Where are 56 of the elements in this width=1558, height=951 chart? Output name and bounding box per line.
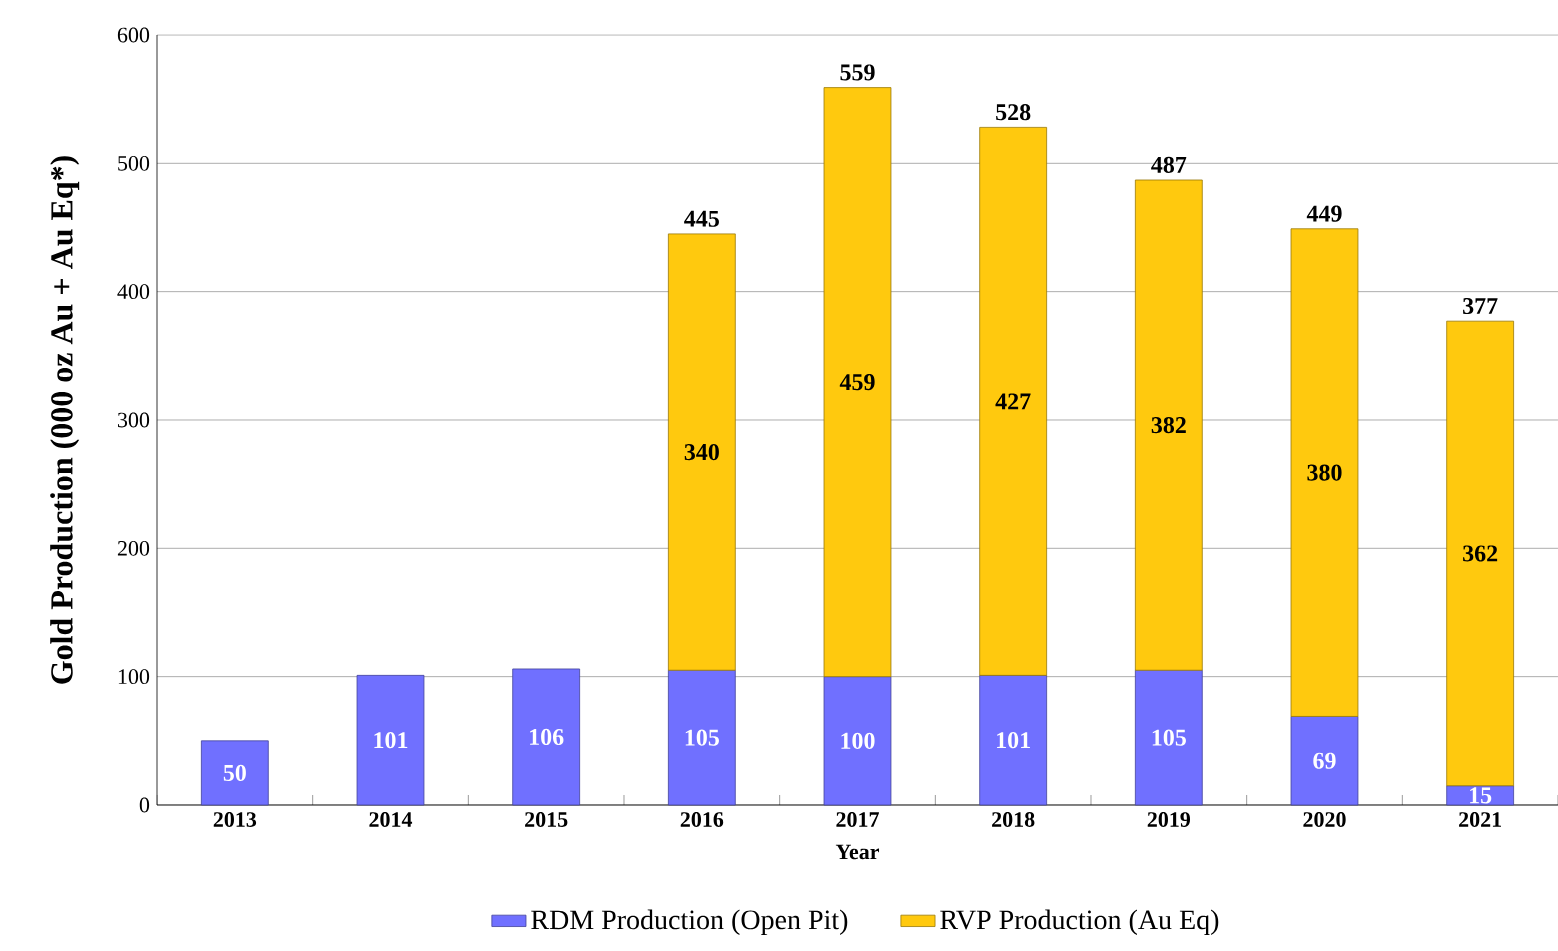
bar [1446,785,1515,806]
data-label: 15 [1470,787,1492,804]
data-label: 105 [685,729,719,746]
bar [823,87,892,678]
bar [1134,179,1203,671]
bar [200,740,269,806]
x-tick-label: 2018 [992,812,1035,827]
data-label: 380 [1307,464,1342,481]
y-tick-label: 500 [118,155,150,171]
data-label: 459 [839,374,875,391]
data-label: 101 [374,732,408,749]
x-tick-label: 2016 [680,812,724,827]
y-tick-label: 600 [117,27,150,43]
y-tick-label: 100 [118,669,150,685]
y-tick-label: 0 [139,797,150,813]
data-label: 105 [1152,729,1186,746]
bar [979,126,1048,676]
y-tick-label: 300 [118,412,150,428]
total-label: 528 [996,104,1031,121]
bar [979,674,1048,806]
bar [823,676,892,806]
data-label: 340 [684,443,719,461]
x-tick-label: 2014 [369,812,413,827]
bar [667,233,736,671]
data-label: 100 [841,732,875,749]
data-label: 362 [1463,545,1498,562]
bar [512,668,581,806]
x-axis-title: Year [835,844,880,860]
data-label: 382 [1151,417,1186,434]
x-tick-label: 2020 [1303,812,1346,827]
bar [1290,716,1359,806]
x-tick-label: 2015 [525,812,568,827]
y-tick-label: 400 [117,284,150,300]
x-tick-label: 2021 [1459,812,1501,827]
bar [1290,228,1359,717]
bar [1446,320,1515,787]
total-label: 377 [1463,297,1498,315]
legend-label: RVP Production (Au Eq) [940,909,1219,936]
total-label: 449 [1306,205,1342,222]
data-label: 427 [995,393,1031,410]
x-tick-label: 2017 [836,812,879,827]
data-label: 101 [997,732,1030,749]
bar [1134,669,1203,806]
total-label: 487 [1151,156,1187,173]
y-tick-label: 200 [117,540,150,556]
bar [667,669,736,806]
x-tick-label: 2019 [1147,812,1191,827]
data-label: 50 [223,764,246,781]
total-label: 559 [840,64,875,81]
legend-label: RDM Production (Open Pit) [531,909,848,936]
data-label: 69 [1313,752,1336,769]
y-axis-title: Gold Production (000 oz Au + Au Eq*) [50,156,80,684]
bar [356,674,425,806]
data-label: 106 [530,728,564,746]
total-label: 445 [684,210,719,227]
x-tick-label: 2013 [213,812,257,827]
